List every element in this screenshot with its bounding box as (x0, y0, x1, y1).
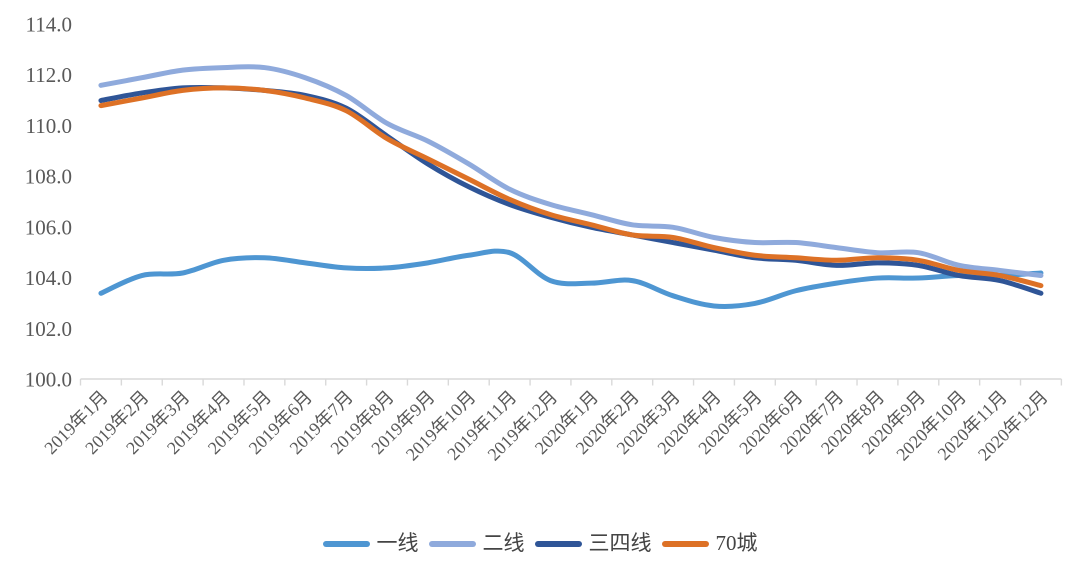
x-axis-labels: 2019年1月2019年2月2019年3月2019年4月2019年5月2019年… (40, 387, 1051, 465)
y-axis-label: 114.0 (26, 12, 72, 36)
y-axis-label: 108.0 (25, 165, 72, 189)
legend-swatch-icon (322, 540, 370, 547)
line-first-tier (98, 248, 1044, 309)
legend-swatch-icon (661, 540, 709, 547)
x-axis-ticks (79, 379, 1063, 386)
y-axis-label: 110.0 (26, 114, 72, 138)
y-axis-label: 104.0 (25, 266, 72, 290)
line-third-fourth-tier (98, 84, 1044, 296)
legend-swatch-icon (534, 540, 582, 547)
legend-item-third-fourth-tier: 三四线 (534, 531, 652, 555)
y-axis-label: 106.0 (25, 215, 72, 239)
legend-item-70-cities: 70城 (661, 531, 758, 555)
y-axis-label: 112.0 (26, 63, 72, 87)
legend-item-second-tier: 二线 (428, 531, 525, 555)
legend-item-first-tier: 一线 (322, 531, 419, 555)
legend-label: 三四线 (588, 531, 652, 555)
legend-label: 70城 (715, 531, 758, 555)
y-axis-labels: 100.0 102.0 104.0 106.0 108.0 110.0 112.0 114.0 (25, 12, 72, 391)
y-axis-label: 102.0 (25, 317, 72, 341)
chart-legend: 一线 二线 三四线 70城 (0, 533, 1080, 554)
legend-label: 二线 (482, 531, 525, 555)
y-axis-label: 100.0 (25, 368, 72, 392)
legend-label: 一线 (376, 531, 419, 555)
line-70-cities (98, 85, 1044, 289)
legend-swatch-icon (428, 540, 476, 547)
line-second-tier (98, 64, 1044, 279)
